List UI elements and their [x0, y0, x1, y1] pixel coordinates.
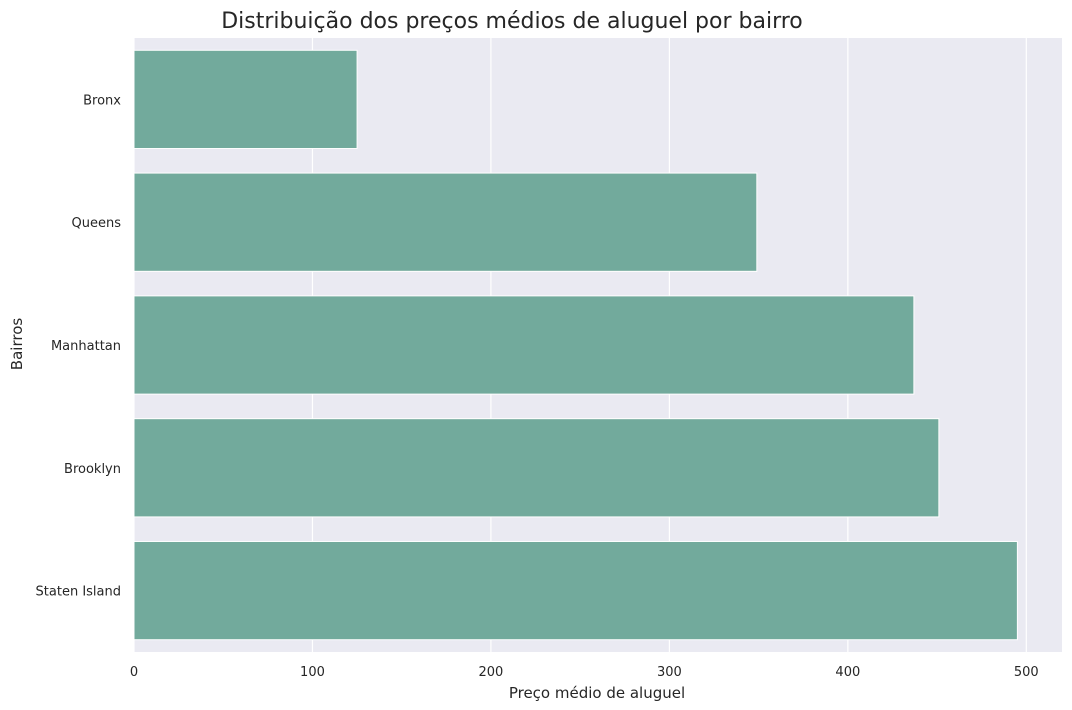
- x-tick-label: 300: [657, 665, 682, 680]
- y-tick-label: Brooklyn: [64, 462, 121, 477]
- bar: [133, 49, 358, 150]
- x-tick-label: 200: [479, 665, 504, 680]
- bar: [133, 172, 758, 272]
- x-tick-label: 500: [1014, 665, 1039, 680]
- x-tick-label: 400: [835, 665, 860, 680]
- x-tick-label: 0: [130, 665, 138, 680]
- y-axis-label: Bairros: [8, 318, 26, 371]
- y-tick-label: Manhattan: [51, 339, 121, 354]
- x-tick-labels: 0 100 200 300 400 500: [130, 665, 1039, 680]
- bars: [133, 49, 1018, 641]
- y-tick-label: Queens: [72, 216, 122, 231]
- bar: [133, 418, 940, 518]
- chart-title: Distribuição dos preços médios de alugue…: [221, 9, 803, 34]
- x-axis-label: Preço médio de aluguel: [509, 684, 685, 702]
- bar: [133, 295, 915, 395]
- x-tick-label: 100: [300, 665, 325, 680]
- y-tick-label: Bronx: [83, 93, 121, 108]
- y-tick-labels: Bronx Queens Manhattan Brooklyn Staten Islan…: [36, 93, 122, 599]
- bar: [133, 540, 1018, 641]
- y-tick-label: Staten Island: [36, 585, 121, 600]
